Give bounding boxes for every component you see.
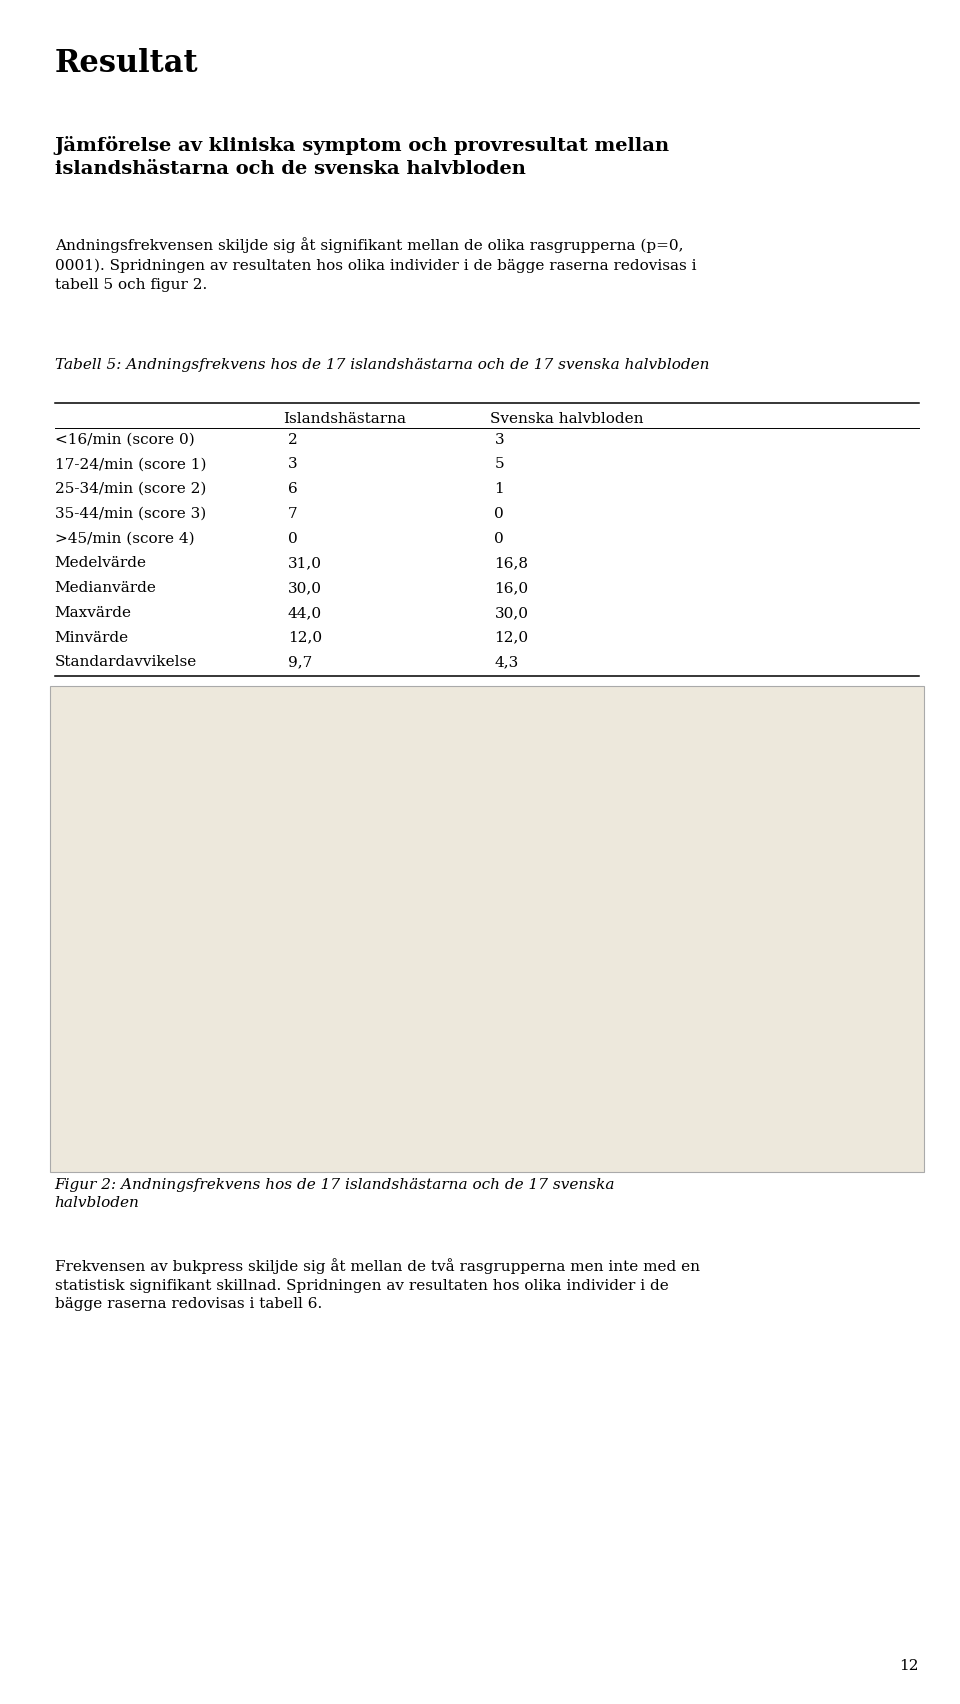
Text: 16,8: 16,8	[494, 557, 528, 571]
Y-axis label: andetag/minut: andetag/minut	[67, 864, 82, 968]
Text: Svenska halvbloden: Svenska halvbloden	[490, 412, 643, 426]
Text: Standardavvikelse: Standardavvikelse	[55, 656, 197, 670]
Text: 0: 0	[494, 532, 504, 545]
Title: Andningsfrekvens: Andningsfrekvens	[444, 700, 583, 716]
Text: 0: 0	[288, 532, 298, 545]
Text: Andningsfrekvensen skiljde sig åt signifikant mellan de olika rasgrupperna (p=0,: Andningsfrekvensen skiljde sig åt signif…	[55, 237, 696, 291]
Text: 4,3: 4,3	[494, 656, 518, 670]
Text: >45/min (score 4): >45/min (score 4)	[55, 532, 194, 545]
Text: 9,7: 9,7	[288, 656, 312, 670]
Text: 6: 6	[288, 482, 298, 496]
Text: Tabell 5: Andningsfrekvens hos de 17 islandshästarna och de 17 svenska halvblode: Tabell 5: Andningsfrekvens hos de 17 isl…	[55, 358, 709, 373]
Text: 12,0: 12,0	[494, 630, 529, 644]
Text: Medianvärde: Medianvärde	[55, 581, 156, 595]
Text: Resultat: Resultat	[55, 48, 199, 78]
Text: 44,0: 44,0	[288, 607, 323, 620]
Text: Frekvensen av bukpress skiljde sig åt mellan de två rasgrupperna men inte med en: Frekvensen av bukpress skiljde sig åt me…	[55, 1258, 700, 1312]
Text: 12: 12	[900, 1660, 919, 1673]
Text: <16/min (score 0): <16/min (score 0)	[55, 433, 195, 446]
Text: 0: 0	[494, 506, 504, 521]
Text: Maxvärde: Maxvärde	[55, 607, 132, 620]
Bar	[608, 1014, 723, 1055]
Text: 7: 7	[288, 506, 298, 521]
Text: Islandshästarna: Islandshästarna	[283, 412, 406, 426]
Text: Medelvärde: Medelvärde	[55, 557, 147, 571]
Bar	[242, 792, 358, 953]
Text: 16,0: 16,0	[494, 581, 529, 595]
Text: 5: 5	[494, 457, 504, 472]
Text: 35-44/min (score 3): 35-44/min (score 3)	[55, 506, 206, 521]
Text: Figur 2: Andningsfrekvens hos de 17 islandshästarna och de 17 svenska
halvbloden: Figur 2: Andningsfrekvens hos de 17 isla…	[55, 1177, 615, 1210]
Text: 2: 2	[288, 433, 298, 446]
Text: 17-24/min (score 1): 17-24/min (score 1)	[55, 457, 206, 472]
Text: 25-34/min (score 2): 25-34/min (score 2)	[55, 482, 206, 496]
Text: Jämförelse av kliniska symptom och provresultat mellan
islandshästarna och de sv: Jämförelse av kliniska symptom och provr…	[55, 136, 670, 177]
Text: 30,0: 30,0	[494, 607, 528, 620]
Text: 1: 1	[494, 482, 504, 496]
Text: 31,0: 31,0	[288, 557, 322, 571]
Text: 3: 3	[288, 457, 298, 472]
Text: 3: 3	[494, 433, 504, 446]
Text: 12,0: 12,0	[288, 630, 323, 644]
Text: 30,0: 30,0	[288, 581, 322, 595]
Text: Minvärde: Minvärde	[55, 630, 129, 644]
